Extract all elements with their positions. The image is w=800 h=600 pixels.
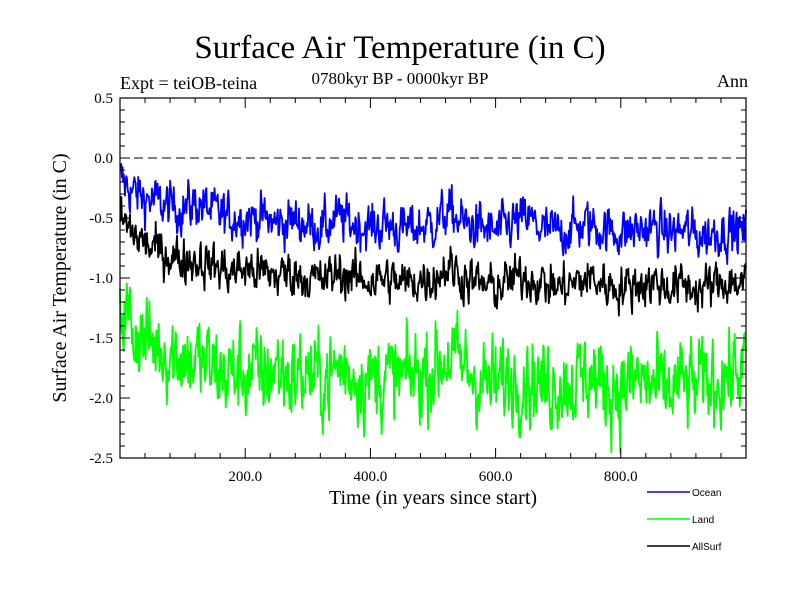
y-tick-label: -1.0 xyxy=(89,271,113,287)
y-tick-label: -1.5 xyxy=(89,331,113,347)
x-tick-label: 600.0 xyxy=(479,469,513,485)
chart-subtitle: 0780kyr BP - 0000kyr BP xyxy=(311,69,489,88)
series-line-land xyxy=(119,282,747,454)
chart-title: Surface Air Temperature (in C) xyxy=(194,30,606,66)
legend-label-allsurf: AllSurf xyxy=(692,542,722,553)
y-tick-label: 0.0 xyxy=(94,151,113,167)
x-tick-label: 400.0 xyxy=(354,469,388,485)
y-tick-label: -2.5 xyxy=(89,451,113,467)
season-label: Ann xyxy=(717,71,748,91)
axis-ticks xyxy=(120,97,746,459)
y-tick-label: -2.0 xyxy=(89,391,113,407)
x-tick-label: 800.0 xyxy=(604,469,638,485)
y-tick-label: 0.5 xyxy=(94,91,113,107)
legend-label-ocean: Ocean xyxy=(692,488,721,499)
y-tick-label: -0.5 xyxy=(89,211,113,227)
series-lines xyxy=(119,163,747,454)
series-line-ocean xyxy=(119,163,747,266)
experiment-label: Expt = teiOB-teina xyxy=(120,73,258,93)
legend-label-land: Land xyxy=(692,515,714,526)
legend: Ocean Land AllSurf xyxy=(647,488,722,553)
x-axis-label: Time (in years since start) xyxy=(329,487,537,509)
y-axis-label: Surface Air Temperature (in C) xyxy=(49,153,71,402)
x-tick-label: 200.0 xyxy=(228,469,262,485)
series-line-allsurf xyxy=(119,195,747,317)
tick-labels: 200.0 400.0 600.0 800.0 0.5 0.0 -0.5 -1.0 -1.5 -2… xyxy=(89,91,637,485)
